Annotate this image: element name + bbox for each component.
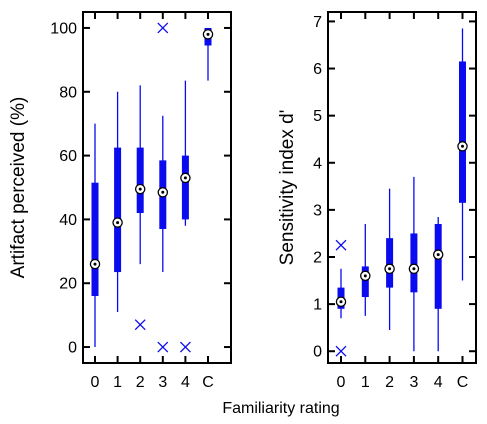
- box-median-dot: [161, 190, 165, 194]
- y-tick-label: 40: [59, 212, 77, 229]
- y-tick-label: 3: [313, 202, 322, 219]
- x-tick-label: 4: [434, 374, 443, 391]
- y-tick-label: 6: [313, 61, 322, 78]
- x-tick-label: 1: [113, 374, 122, 391]
- y-tick-label: 0: [313, 344, 322, 361]
- box-median-dot: [116, 221, 120, 225]
- y-tick-label: 80: [59, 84, 77, 101]
- y-tick-label: 0: [68, 340, 77, 357]
- outlier-marker: [179, 341, 191, 353]
- outlier-stroke: [335, 239, 347, 251]
- plot-frame: [82, 11, 232, 364]
- box-median-dot: [388, 267, 392, 271]
- outlier-stroke: [179, 341, 191, 353]
- outlier-stroke: [134, 319, 146, 331]
- outlier-stroke: [335, 345, 347, 357]
- y-tick-label: 100: [50, 20, 77, 37]
- y-tick-label: 1: [313, 297, 322, 314]
- box-median-dot: [183, 176, 187, 180]
- y-tick-label: 5: [313, 108, 322, 125]
- x-tick-label: 0: [337, 374, 346, 391]
- x-tick-label: C: [202, 374, 214, 391]
- x-tick-label: 2: [385, 374, 394, 391]
- box-median-dot: [339, 300, 343, 304]
- box-median-dot: [93, 262, 97, 266]
- box-iqr: [386, 238, 394, 288]
- outlier-stroke: [157, 341, 169, 353]
- x-tick-label: 3: [158, 374, 167, 391]
- outlier-marker: [157, 341, 169, 353]
- y-tick-label: 60: [59, 148, 77, 165]
- outlier-marker: [157, 22, 169, 34]
- y-tick-label: 2: [313, 249, 322, 266]
- shared-x-axis-label: Familiarity rating: [222, 400, 339, 417]
- box-iqr: [459, 61, 466, 203]
- x-tick-label: 4: [181, 374, 190, 391]
- box-iqr: [434, 224, 442, 309]
- x-tick-label: C: [457, 374, 469, 391]
- outlier-stroke: [157, 22, 169, 34]
- y-axis-label: Sensitivity index d': [277, 110, 298, 266]
- box-iqr: [361, 266, 369, 298]
- outlier-marker: [335, 345, 347, 357]
- box-iqr: [136, 147, 144, 214]
- box-median-dot: [138, 187, 142, 191]
- x-tick-label: 2: [136, 374, 145, 391]
- x-tick-label: 0: [91, 374, 100, 391]
- box-median-dot: [412, 267, 416, 271]
- y-tick-label: 7: [313, 14, 322, 31]
- box-median-dot: [206, 32, 210, 36]
- y-tick-label: 20: [59, 276, 77, 293]
- box-median-dot: [436, 253, 440, 257]
- plot-frame: [327, 11, 477, 364]
- x-tick-label: 3: [409, 374, 418, 391]
- x-tick-label: 1: [361, 374, 370, 391]
- box-median-dot: [363, 274, 367, 278]
- box-iqr: [114, 147, 122, 273]
- outlier-marker: [134, 319, 146, 331]
- box-median-dot: [461, 144, 464, 148]
- y-axis-label: Artifact perceived (%): [8, 97, 29, 279]
- y-tick-label: 4: [313, 155, 322, 172]
- box-iqr: [410, 233, 418, 293]
- box-iqr: [181, 155, 189, 220]
- outlier-marker: [335, 239, 347, 251]
- box-iqr: [91, 182, 99, 296]
